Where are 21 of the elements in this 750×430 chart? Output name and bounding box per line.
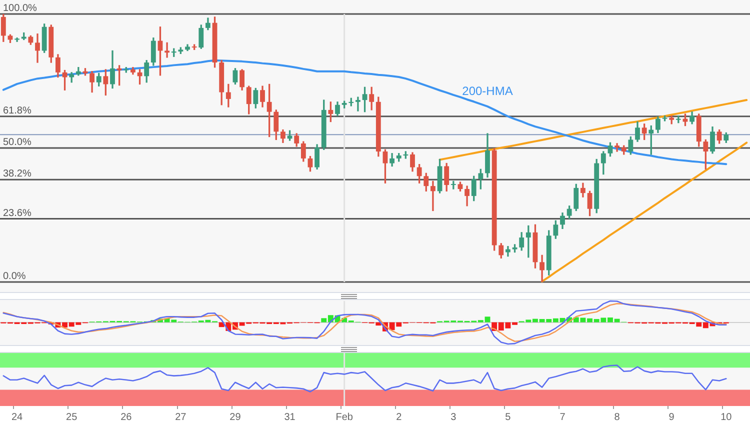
ref-line-label: 0.0% (3, 271, 26, 282)
x-tick-label: 29 (230, 412, 242, 423)
x-tick-label: 10 (720, 412, 732, 423)
x-tick-label: 5 (505, 412, 512, 423)
x-tick-label: 9 (668, 412, 675, 423)
x-tick-label: 26 (120, 412, 132, 423)
x-tick-label: 2 (396, 412, 402, 423)
x-tick-label: 31 (284, 412, 296, 423)
ref-line-label: 38.2% (3, 168, 32, 180)
x-tick-label: 24 (11, 412, 24, 423)
x-tick-label: 8 (614, 412, 620, 423)
ref-line-label: 61.8% (3, 105, 32, 116)
x-tick-label: 25 (66, 412, 78, 423)
ref-line-label: 50.0% (3, 137, 32, 148)
x-tick-label: 27 (175, 412, 187, 423)
x-tick-label: 7 (560, 412, 566, 423)
ref-line-label: 100.0% (3, 3, 38, 14)
series-label: 200-HMA (462, 84, 513, 98)
x-tick-label: 3 (450, 412, 457, 423)
ref-line-label: 23.6% (3, 208, 32, 219)
x-tick-label: Feb (336, 412, 354, 423)
